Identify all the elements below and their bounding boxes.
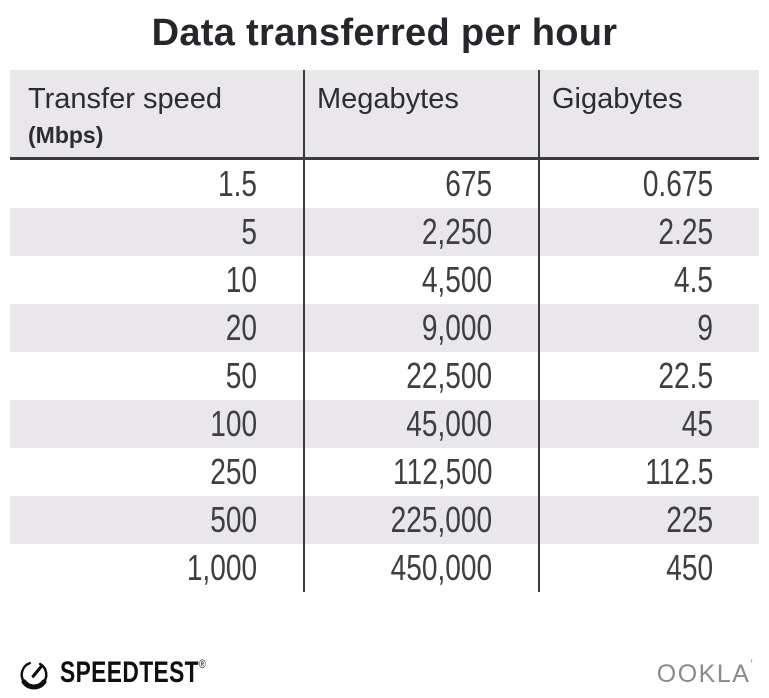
table-cell-megabytes: 45,000: [303, 400, 538, 448]
table-cell-transfer-speed: 1,000: [186, 547, 257, 588]
table-cell-gigabytes: 0.675: [538, 160, 759, 208]
table-cell-megabytes: 675: [303, 160, 538, 208]
table-cell-megabytes: 9,000: [303, 304, 538, 352]
table-cell-transfer-speed: 250: [210, 451, 257, 492]
speedtest-wordmark: SPEEDTEST®: [60, 656, 206, 690]
table-cell-gigabytes: 112.5: [538, 448, 759, 496]
speedtest-logo: SPEEDTEST®: [16, 652, 252, 694]
table-cell-gigabytes: 4.5: [538, 256, 759, 304]
speedtest-wordmark-text: SPEEDTEST: [60, 656, 199, 689]
table-cell-transfer-speed: 1.5: [217, 163, 257, 204]
table-cell-transfer-speed: 100: [210, 403, 257, 444]
column-header-megabytes: Megabytes: [303, 70, 538, 157]
table-cell-gigabytes: 22.5: [538, 352, 759, 400]
trademark-icon: ′: [750, 658, 754, 670]
table-row: 1,000 450,000 450: [10, 544, 759, 592]
table-body: 1.5 675 0.675 5 2,250 2.25 10 4,500 4.5 …: [10, 160, 759, 592]
column-header-label: Transfer speed: [28, 83, 222, 115]
table-row: 5 2,250 2.25: [10, 208, 759, 256]
column-header-transfer-speed: Transfer speed (Mbps): [10, 70, 303, 157]
data-table: Transfer speed (Mbps) Megabytes Gigabyte…: [10, 70, 759, 592]
table-cell-megabytes: 4,500: [303, 256, 538, 304]
registered-trademark-icon: ®: [198, 657, 207, 671]
column-header-gigabytes: Gigabytes: [538, 70, 759, 157]
ookla-wordmark-text: OOKLA: [656, 660, 751, 688]
table-cell-gigabytes: 2.25: [538, 208, 759, 256]
table-header-row: Transfer speed (Mbps) Megabytes Gigabyte…: [10, 70, 759, 160]
table-cell-transfer-speed: 500: [210, 499, 257, 540]
page-title: Data transferred per hour: [151, 12, 618, 54]
table-row: 10 4,500 4.5: [10, 256, 759, 304]
table-cell-gigabytes: 9: [538, 304, 759, 352]
table-cell-gigabytes: 225: [538, 496, 759, 544]
column-header-label: Megabytes: [317, 83, 459, 115]
table-row: 250 112,500 112.5: [10, 448, 759, 496]
table-cell-megabytes: 22,500: [303, 352, 538, 400]
table-cell-gigabytes: 450: [538, 544, 759, 592]
table-cell-megabytes: 225,000: [303, 496, 538, 544]
table-cell-megabytes: 2,250: [303, 208, 538, 256]
table-cell-transfer-speed: 20: [225, 307, 257, 348]
table-cell-transfer-speed: 50: [225, 355, 257, 396]
table-cell-transfer-speed: 5: [241, 211, 257, 252]
speedtest-gauge-icon: [20, 661, 48, 690]
table-row: 50 22,500 22.5: [10, 352, 759, 400]
table-cell-transfer-speed: 10: [225, 259, 257, 300]
column-header-label: Gigabytes: [552, 83, 683, 115]
column-header-sublabel: (Mbps): [28, 122, 104, 148]
table-row: 1.5 675 0.675: [10, 160, 759, 208]
table-cell-megabytes: 112,500: [303, 448, 538, 496]
table-row: 20 9,000 9: [10, 304, 759, 352]
ookla-logo: OOKLA′: [656, 658, 754, 689]
table-row: 500 225,000 225: [10, 496, 759, 544]
table-cell-gigabytes: 45: [538, 400, 759, 448]
table-row: 100 45,000 45: [10, 400, 759, 448]
table-cell-megabytes: 450,000: [303, 544, 538, 592]
